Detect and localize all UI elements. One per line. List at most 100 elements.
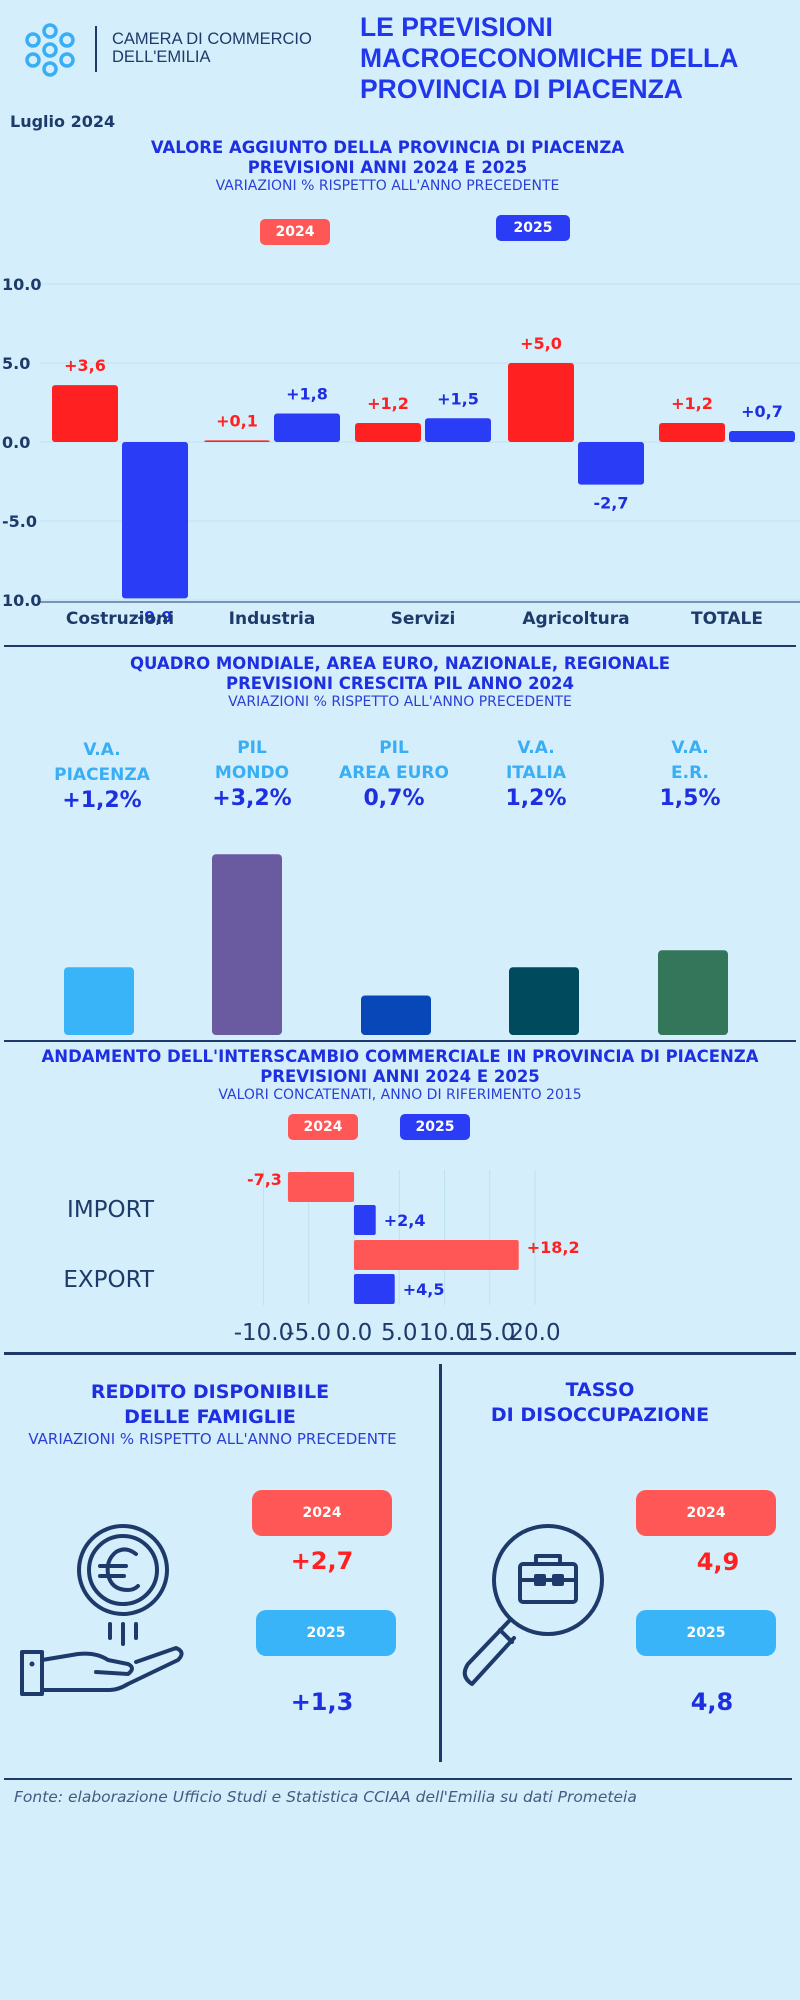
magnifier-briefcase-icon [462,1524,604,1686]
brand-line1: CAMERA DI COMMERCIO [112,30,312,48]
gdp-growth-chart [64,854,728,1035]
page-title-line2: MACROECONOMICHE DELLA [360,43,739,73]
y-tick-label: 5.0 [2,354,30,373]
bar-2025 [578,442,644,485]
y-tick-label: 10.0 [2,591,41,610]
brand-name: CAMERA DI COMMERCIO DELL'EMILIA [112,30,312,66]
data-label: +0,1 [216,411,258,430]
bar-2024 [355,423,421,442]
kpi-label-4b: ITALIA [505,763,567,783]
kpi-area-euro: PIL AREA EURO 0,7% [324,736,464,811]
section1-header: VALORE AGGIUNTO DELLA PROVINCIA DI PIACE… [0,138,775,195]
section1-subtitle: VARIAZIONI % RISPETTO ALL'ANNO PRECEDENT… [215,178,560,194]
x-tick-label: 10.0 [419,1320,470,1346]
y-tick-label: 10.0 [2,275,41,294]
euro-coin-hand-icon [20,1524,184,1696]
section2-title-line2: PREVISIONI CRESCITA PIL ANNO 2024 [226,674,574,693]
y-tick-label: IMPORT [67,1197,155,1223]
section2-subtitle: VARIAZIONI % RISPETTO ALL'ANNO PRECEDENT… [228,694,572,710]
data-label: +4,5 [403,1280,445,1299]
section-divider [4,645,796,647]
kpi-value-4: 1,2% [505,786,567,811]
bar-2024 [508,363,574,442]
brand-separator [95,26,97,72]
disocc-2024-value: 4,9 [696,1548,740,1576]
bar-5 [658,950,728,1035]
x-tick-label: 15.0 [464,1320,515,1346]
source-note: Fonte: elaborazione Ufficio Studi e Stat… [14,1788,637,1806]
legend-2024: 2024 [288,1114,358,1140]
bar-2025 [729,430,795,442]
section1-title-line1: VALORE AGGIUNTO DELLA PROVINCIA DI PIACE… [150,138,625,157]
kpi-value-3: 0,7% [363,786,425,811]
x-tick-label: Servizi [391,609,456,629]
data-label: -7,3 [247,1170,282,1189]
bar-2 [212,854,282,1035]
reddito-2024-pill: 2024 [252,1490,392,1536]
section2-title-line1: QUADRO MONDIALE, AREA EURO, NAZIONALE, R… [130,654,670,673]
kpi-mondo: PIL MONDO +3,2% [182,736,322,811]
x-tick-label: Costruzioni [66,609,174,629]
y-tick-label: -5.0 [2,512,37,531]
kpi-piacenza: V.A. PIACENZA +1,2% [32,738,172,813]
bar-2024 [204,440,270,442]
section3-subtitle: VALORI CONCATENATI, ANNO DI RIFERIMENTO … [218,1087,582,1103]
section3-title-line1: ANDAMENTO DELL'INTERSCAMBIO COMMERCIALE … [41,1047,759,1066]
legend-2024: 2024 [260,219,330,245]
x-tick-label: 20.0 [509,1320,560,1346]
kpi-er: V.A. E.R. 1,5% [620,736,760,811]
kpi-label-5a: V.A. [671,738,709,758]
section2-header: QUADRO MONDIALE, AREA EURO, NAZIONALE, R… [0,654,800,711]
kpi-italia: V.A. ITALIA 1,2% [466,736,606,811]
data-label: +1,8 [286,385,328,404]
disocc-title-line1: TASSO [565,1379,635,1401]
report-date: Luglio 2024 [10,112,116,131]
reddito-2024-value: +2,7 [290,1547,354,1575]
kpi-label-3a: PIL [379,738,409,758]
x-tick-label: -10.0 [234,1320,294,1346]
reddito-title-line1: REDDITO DISPONIBILE [90,1381,330,1403]
bar-2024 [659,423,725,442]
section1-title-line2: PREVISIONI ANNI 2024 E 2025 [247,158,528,177]
kpi-label-1b: PIACENZA [54,765,150,785]
x-tick-label: -5.0 [286,1320,331,1346]
reddito-2025-value: +1,3 [290,1688,354,1716]
x-tick-label: Industria [229,609,316,629]
x-tick-label: TOTALE [691,609,763,629]
legend-2025: 2025 [400,1114,470,1140]
data-label: +2,4 [384,1211,426,1230]
bar-2025 [354,1274,395,1304]
data-label: -9,9 [138,607,173,626]
kpi-value-5: 1,5% [659,786,721,811]
kpi-label-1a: V.A. [83,740,121,760]
bar-2025 [274,413,340,442]
bar-2024 [287,1172,354,1202]
kpi-label-2b: MONDO [214,763,290,783]
disocc-2025-value: 4,8 [690,1688,734,1716]
bar-2024 [354,1240,519,1270]
bar-2025 [354,1205,376,1235]
bar-2025 [425,418,491,442]
data-label: +0,7 [741,402,783,421]
reddito-title-line2: DELLE FAMIGLIE [124,1406,296,1428]
reddito-2025-pill: 2025 [256,1610,396,1656]
bar-2024 [52,385,118,442]
section3-header: ANDAMENTO DELL'INTERSCAMBIO COMMERCIALE … [0,1047,800,1104]
data-label: +3,6 [64,356,106,375]
brand-line2: DELL'EMILIA [112,48,211,66]
kpi-label-3b: AREA EURO [339,763,449,783]
kpi-value-2: +3,2% [212,786,292,811]
x-tick-label: 5.0 [381,1320,418,1346]
page-title-line3: PROVINCIA DI PIACENZA [360,74,683,104]
data-label: +18,2 [527,1238,580,1257]
bar-4 [509,967,579,1035]
column-divider [439,1364,442,1762]
data-label: -2,7 [594,494,629,513]
data-label: +1,5 [437,389,479,408]
y-tick-label: 0.0 [2,433,30,452]
y-tick-label: EXPORT [63,1267,155,1293]
data-label: +1,2 [367,394,409,413]
bar-1 [64,967,134,1035]
kpi-value-1: +1,2% [62,788,142,813]
